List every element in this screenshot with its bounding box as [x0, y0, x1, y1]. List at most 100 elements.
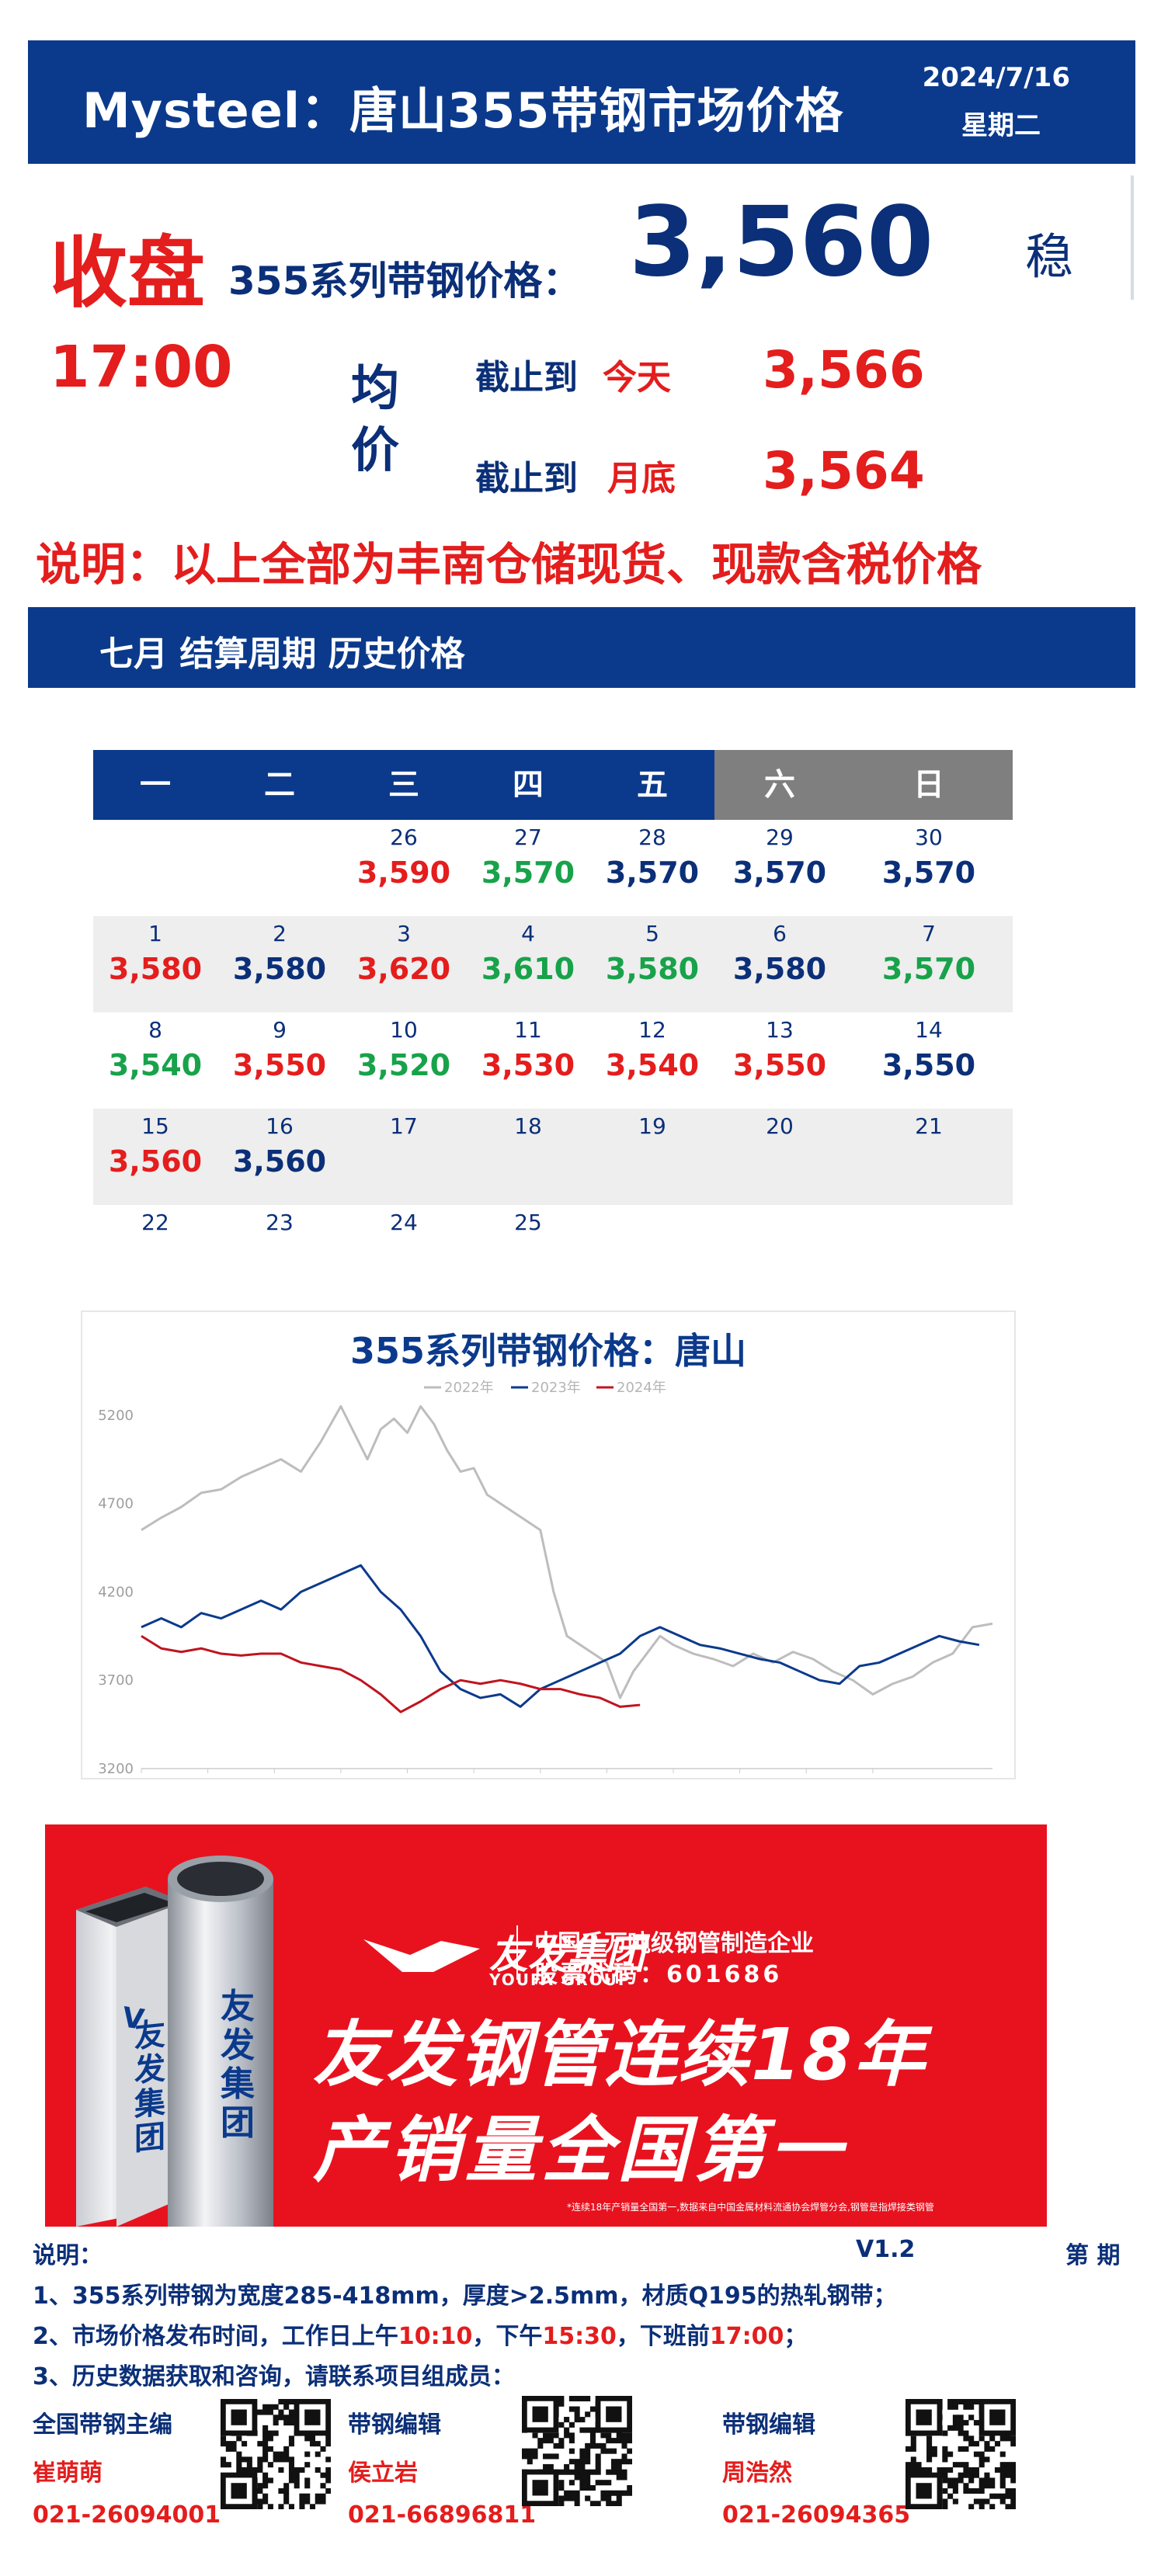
calendar-day-cell: 8 3,540: [93, 1012, 217, 1109]
calendar-day-number: 29: [766, 825, 794, 850]
ad-tagline-2: 股票代码：601686: [534, 1961, 783, 1988]
contact-role: 带钢编辑: [722, 2411, 815, 2439]
calendar-week-row: 1 3,580 2 3,580 3 3,620 4 3,610 5 3,580 6 3,580 7 3,5…: [93, 916, 1013, 1012]
contact-1: 全国带钢主编 崔萌萌 021-26094001: [33, 2405, 221, 2529]
calendar-day-price: 3,570: [732, 856, 827, 890]
calendar-day-price: 3,540: [605, 1048, 700, 1082]
calendar-week-row: 15 3,560 16 3,560 17 18 19 20 21: [93, 1109, 1013, 1205]
calendar-day-number: 14: [915, 1017, 943, 1043]
asof-today-label: 今天: [603, 358, 671, 398]
calendar-header-cell: 二: [217, 750, 342, 820]
calendar-day-number: 24: [390, 1210, 418, 1235]
calendar-day-cell: 12 3,540: [590, 1012, 714, 1109]
calendar-header-cell: 四: [466, 750, 590, 820]
today-average: 3,566: [763, 340, 925, 400]
calendar-day-price: 3,610: [481, 952, 575, 986]
calendar-header-cell: 六: [714, 750, 845, 820]
asof-month-label: 月底: [607, 459, 676, 498]
calendar-day-number: 12: [638, 1017, 666, 1043]
advertisement-banner[interactable]: V 友发集团 友发集团 友发集团 YOUFA GROUP 中国千万吨级钢管制造企…: [45, 1824, 1047, 2227]
calendar-day-cell: [93, 820, 217, 916]
calendar-header-cell: 三: [342, 750, 466, 820]
qr-code-2-icon[interactable]: [522, 2396, 633, 2507]
price-chart: 355系列带钢价格：唐山 320037004200470052001月2月3月4…: [81, 1311, 1016, 1779]
calendar-day-price: 3,570: [881, 856, 976, 890]
calendar-day-cell: 1 3,580: [93, 916, 217, 1012]
calendar-day-number: 10: [390, 1017, 418, 1043]
asof-month-prefix: 截止到: [475, 459, 578, 498]
calendar-day-price: 3,550: [232, 1048, 327, 1082]
calendar-day-cell: 9 3,550: [217, 1012, 342, 1109]
contact-phone: 021-26094001: [33, 2501, 221, 2529]
calendar-day-number: 17: [390, 1113, 418, 1139]
calendar-day-cell: 17: [342, 1109, 466, 1205]
calendar-day-price: 3,520: [356, 1048, 451, 1082]
calendar-day-cell: [845, 1205, 1013, 1301]
y-tick-label: 3700: [98, 1672, 134, 1689]
asof-today-prefix: 截止到: [475, 358, 578, 398]
calendar-day-cell: 7 3,570: [845, 916, 1013, 1012]
qr-code-1-icon[interactable]: [221, 2399, 332, 2510]
calendar-day-cell: [590, 1205, 714, 1301]
calendar-day-cell: 16 3,560: [217, 1109, 342, 1205]
calendar-day-number: 23: [266, 1210, 294, 1235]
close-time: 17:00: [50, 334, 233, 401]
version-label: V1.2: [856, 2236, 916, 2263]
footer-line-2: 2、市场价格发布时间，工作日上午10:10，下午15:30，下班前17:00；: [33, 2317, 807, 2351]
calendar-day-price: 3,560: [108, 1144, 203, 1179]
ad-brand-en: YOUFA GROUP: [489, 1970, 631, 1989]
calendar-header-cell: 一: [93, 750, 217, 820]
calendar-day-price: 3,550: [881, 1048, 976, 1082]
calendar-day-cell: 20: [714, 1109, 845, 1205]
history-title: 七月 结算周期 历史价格: [99, 634, 465, 674]
y-tick-label: 5200: [98, 1408, 134, 1424]
calendar-day-cell: 3 3,620: [342, 916, 466, 1012]
calendar-day-number: 2: [273, 921, 287, 946]
contact-3: 带钢编辑 周浩然 021-26094365: [722, 2405, 910, 2529]
footer-time-1: 10:10: [398, 2323, 473, 2350]
contact-role: 全国带钢主编: [33, 2411, 172, 2439]
calendar-day-cell: 6 3,580: [714, 916, 845, 1012]
qr-code-3-icon[interactable]: [906, 2399, 1017, 2510]
ad-headline-2: 产销量全国第一: [313, 2109, 846, 2192]
calendar-day-cell: 23: [217, 1205, 342, 1301]
calendar-day-price: 3,550: [732, 1048, 827, 1082]
contact-name: 周浩然: [722, 2460, 792, 2487]
calendar-day-price: 3,580: [108, 952, 203, 986]
calendar-day-cell: 5 3,580: [590, 916, 714, 1012]
calendar-day-cell: 10 3,520: [342, 1012, 466, 1109]
price-note: 说明：以上全部为丰南仓储现货、现款含税价格: [36, 538, 982, 591]
youfa-logo-icon: [363, 1939, 480, 1972]
calendar-day-cell: [714, 1205, 845, 1301]
y-tick-label: 3200: [98, 1761, 134, 1777]
footer-title: 说明：: [33, 2242, 103, 2269]
calendar-day-number: 19: [638, 1113, 666, 1139]
header-banner: Mysteel：唐山355带钢市场价格 2024/7/16 星期二: [28, 40, 1135, 164]
calendar-day-cell: [217, 820, 342, 916]
calendar-day-price: 3,620: [356, 952, 451, 986]
calendar-day-number: 3: [397, 921, 411, 946]
divider: [1131, 175, 1134, 300]
calendar-day-number: 27: [514, 825, 542, 850]
y-tick-label: 4200: [98, 1584, 134, 1600]
calendar-day-price: 3,590: [356, 856, 451, 890]
contact-role: 带钢编辑: [348, 2411, 441, 2439]
legend-label: 2023年: [531, 1380, 581, 1396]
calendar-day-price: 3,540: [108, 1048, 203, 1082]
footer-line-2-b: ，下午: [472, 2323, 543, 2350]
contact-2: 带钢编辑 侯立岩 021-66896811: [348, 2405, 536, 2529]
legend-label: 2022年: [444, 1380, 494, 1396]
ad-tagline-1-text: 中国千万吨级钢管制造企业: [534, 1930, 814, 1957]
calendar-header-cell: 日: [845, 750, 1013, 820]
round-pipe: [168, 1879, 273, 2227]
month-average: 3,564: [763, 441, 925, 501]
calendar-day-cell: 15 3,560: [93, 1109, 217, 1205]
footer-line-2-c: ，下班前: [616, 2323, 710, 2350]
footer-line-3: 3、历史数据获取和咨询，请联系项目组成员：: [33, 2363, 515, 2390]
contact-phone: 021-26094365: [722, 2501, 911, 2529]
calendar-day-price: 3,560: [232, 1144, 327, 1179]
series-line-2023年: [141, 1564, 980, 1708]
calendar-day-cell: 28 3,570: [590, 820, 714, 916]
calendar-day-number: 4: [521, 921, 535, 946]
calendar-day-number: 1: [148, 921, 162, 946]
